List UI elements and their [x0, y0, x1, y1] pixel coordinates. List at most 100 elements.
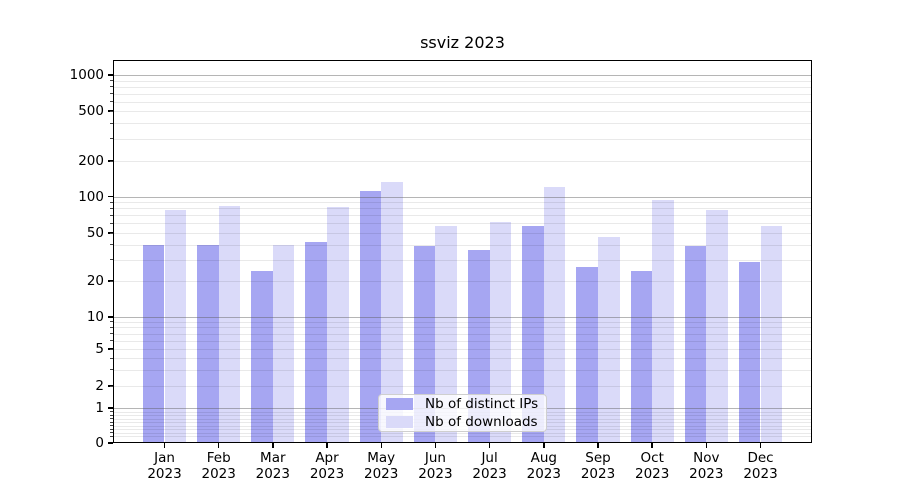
- gridline-minor: [113, 123, 812, 125]
- y-minor-tick-mark: [110, 421, 113, 423]
- gridline-minor: [113, 80, 812, 82]
- legend-label-distinct-ips: Nb of distinct IPs: [425, 396, 539, 412]
- x-tick-label-jan: Jan 2023: [137, 450, 193, 482]
- bar-ips-sep: [576, 267, 598, 443]
- legend: Nb of distinct IPs Nb of downloads: [378, 394, 547, 432]
- bar-ips-feb: [197, 244, 219, 443]
- x-tick-label-aug: Aug 2023: [516, 450, 572, 482]
- gridline-minor: [113, 111, 812, 112]
- y-tick-label: 20: [86, 273, 104, 289]
- x-tick-mark: [272, 443, 274, 448]
- x-label-year: 2023: [309, 465, 345, 482]
- x-tick-mark: [326, 443, 328, 448]
- y-tick-label: 2: [95, 378, 104, 394]
- x-label-year: 2023: [472, 465, 507, 482]
- x-tick-mark: [163, 443, 166, 448]
- y-minor-tick-mark: [110, 432, 113, 433]
- y-minor-tick-mark: [110, 385, 113, 387]
- gridline-minor: [113, 161, 812, 162]
- x-label-month: Aug: [530, 450, 557, 466]
- y-minor-tick-mark: [110, 101, 113, 102]
- y-minor-tick-mark: [110, 222, 113, 224]
- gridline-minor: [113, 101, 812, 103]
- bar-downloads-oct: [652, 200, 674, 443]
- bar-downloads-jul: [489, 221, 512, 443]
- x-label-year: 2023: [526, 465, 561, 482]
- y-minor-tick-mark: [110, 321, 113, 323]
- x-tick-label-sep: Sep 2023: [570, 450, 626, 482]
- x-tick-mark: [597, 443, 599, 448]
- y-minor-tick-mark: [110, 207, 113, 209]
- x-label-month: Feb: [206, 450, 231, 466]
- bar-downloads-jun: [435, 226, 458, 443]
- y-minor-tick-mark: [110, 214, 113, 216]
- x-tick-mark: [217, 443, 220, 448]
- y-minor-tick-mark: [110, 348, 113, 350]
- x-tick-label-nov: Nov 2023: [678, 450, 734, 482]
- y-tick-label: 500: [78, 103, 104, 119]
- x-tick-label-apr: Apr 2023: [299, 450, 355, 482]
- y-tick-label: 1000: [69, 67, 104, 83]
- y-minor-tick-mark: [110, 280, 113, 282]
- y-minor-tick-mark: [110, 435, 113, 437]
- x-tick-mark: [651, 443, 653, 448]
- y-minor-tick-mark: [110, 122, 113, 124]
- y-minor-tick-mark: [110, 414, 113, 416]
- gridline-minor: [113, 202, 812, 203]
- y-minor-tick-mark: [110, 357, 113, 359]
- x-label-month: Jul: [481, 450, 498, 466]
- bar-downloads-may: [381, 182, 403, 443]
- bar-ips-aug: [522, 226, 544, 443]
- x-label-year: 2023: [635, 465, 670, 482]
- x-label-year: 2023: [364, 465, 399, 482]
- y-minor-tick-mark: [110, 425, 113, 426]
- bar-ips-mar: [251, 271, 273, 443]
- y-minor-tick-mark: [110, 93, 113, 94]
- y-tick-mark: [108, 316, 113, 318]
- x-label-month: Dec: [747, 450, 774, 466]
- y-tick-label: 10: [86, 309, 104, 325]
- y-minor-tick-mark: [110, 80, 113, 81]
- y-minor-tick-mark: [110, 340, 113, 342]
- y-minor-tick-mark: [110, 201, 113, 203]
- y-tick-label: 200: [78, 153, 104, 169]
- y-tick-label: 50: [86, 225, 104, 241]
- y-minor-tick-mark: [110, 160, 113, 162]
- x-label-year: 2023: [255, 465, 290, 482]
- bar-downloads-dec: [760, 226, 783, 443]
- bar-ips-jun: [413, 246, 436, 443]
- y-minor-tick-mark: [110, 259, 113, 261]
- x-tick-label-jul: Jul 2023: [462, 450, 518, 482]
- x-label-year: 2023: [689, 465, 724, 482]
- chart-title: ssviz 2023: [420, 33, 505, 52]
- gridline-minor: [113, 93, 812, 95]
- gridline-major: [113, 196, 812, 198]
- y-minor-tick-mark: [110, 232, 113, 234]
- x-label-year: 2023: [418, 465, 453, 482]
- x-label-month: May: [367, 450, 396, 466]
- x-tick-label-oct: Oct 2023: [624, 450, 680, 482]
- y-tick-mark: [108, 442, 113, 444]
- x-tick-mark: [434, 443, 437, 448]
- y-tick-label: 100: [78, 188, 104, 205]
- x-label-month: Sep: [585, 450, 611, 466]
- y-minor-tick-mark: [110, 326, 113, 328]
- bar-ips-jan: [142, 244, 165, 443]
- y-minor-tick-mark: [110, 333, 113, 334]
- legend-label-downloads: Nb of downloads: [425, 414, 538, 430]
- x-tick-label-dec: Dec 2023: [733, 450, 789, 482]
- bar-downloads-feb: [218, 205, 241, 443]
- gridline-minor: [113, 86, 812, 88]
- y-minor-tick-mark: [110, 369, 113, 371]
- x-tick-label-jun: Jun 2023: [407, 450, 463, 482]
- bar-downloads-aug: [543, 187, 566, 443]
- y-tick-label: 0: [95, 435, 104, 451]
- bar-ips-dec: [738, 261, 761, 443]
- y-minor-tick-mark: [110, 244, 113, 246]
- legend-item-downloads: Nb of downloads: [379, 414, 546, 430]
- gridline-minor: [113, 138, 812, 140]
- y-minor-tick-mark: [110, 418, 113, 419]
- y-minor-tick-mark: [110, 411, 113, 412]
- x-label-year: 2023: [743, 465, 778, 482]
